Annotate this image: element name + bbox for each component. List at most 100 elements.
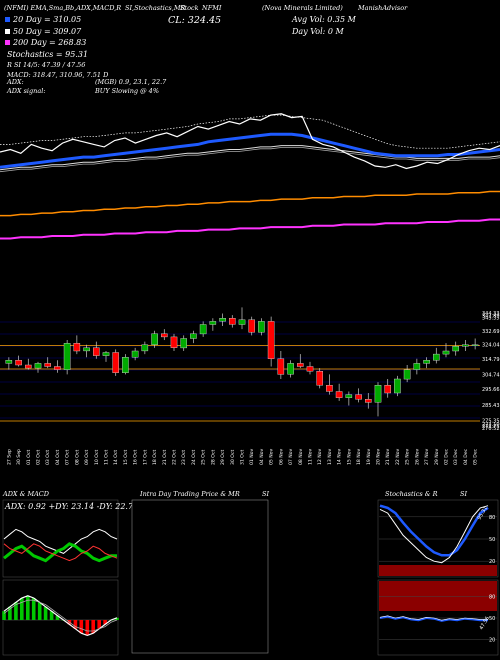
candle-body xyxy=(34,363,42,369)
macd-histogram-bar xyxy=(20,598,24,620)
date-tick-label: 30 Sep xyxy=(16,449,22,465)
legend-ema50-swatch xyxy=(5,29,10,34)
stoch-tick-label: 50 xyxy=(489,537,495,543)
candle-body xyxy=(355,394,362,400)
price-tick-label: 332.69 xyxy=(482,329,500,335)
date-tick-label: 08 Oct xyxy=(74,450,80,465)
date-tick-label: 04 Nov xyxy=(259,448,265,465)
legend-macd: MACD: 318.47, 310.96, 7.51 D xyxy=(6,71,109,79)
macd-histogram-bar xyxy=(79,620,84,634)
mrsi-readout: (MGB) 0.9, 23.1, 22.7 xyxy=(95,78,167,86)
rsi-overbought-band xyxy=(379,581,497,611)
date-tick-label: 09 Oct xyxy=(84,450,90,465)
date-tick-label: 04 Dec xyxy=(463,448,469,465)
candle-body xyxy=(306,366,314,372)
date-tick-label: 11 Oct xyxy=(104,450,110,465)
stoch-d-line xyxy=(379,504,489,557)
date-tick-label: 21 Nov xyxy=(385,448,391,465)
candle-body xyxy=(73,343,81,352)
candle-body xyxy=(452,346,460,352)
ema200-line xyxy=(0,190,500,217)
candle-body xyxy=(403,369,411,380)
legend-ema50: 50 Day = 309.07 xyxy=(13,27,82,36)
date-tick-label: 01 Oct xyxy=(26,450,32,465)
price-tick-label: 314.79 xyxy=(482,357,500,363)
candle-body xyxy=(131,350,139,358)
intraday-title: Intra Day Trading Price & MR xyxy=(139,490,240,498)
candle-body xyxy=(170,336,178,348)
macd-histogram-bar xyxy=(73,620,78,629)
buy-signal: BUY Slowing @ 4% xyxy=(94,87,159,95)
candle-body xyxy=(462,344,469,347)
candle-body xyxy=(141,344,149,352)
date-axis: 27 Sep 30 Sep 01 Oct 02 Oct 03 Oct 04 Oct 07 O… xyxy=(6,448,478,465)
rsi-line xyxy=(379,615,488,622)
candle-body xyxy=(423,360,430,364)
date-tick-label: 10 Oct xyxy=(94,450,100,465)
date-tick-label: 25 Nov xyxy=(405,448,411,465)
candle-body xyxy=(413,363,421,370)
candle-body xyxy=(471,344,479,346)
adx-panel-frame xyxy=(2,499,119,578)
candle-body xyxy=(248,319,256,333)
stoch-rsi-title: Stochastics & R xyxy=(385,490,438,498)
macd-histogram-bar xyxy=(26,595,30,620)
minus-di-line xyxy=(3,543,118,562)
date-tick-label: 26 Nov xyxy=(414,448,420,465)
support-resistance-lines xyxy=(0,345,480,422)
adx-signal-label: ADX signal: xyxy=(6,87,46,95)
average-volume: Avg Vol: 0.35 M xyxy=(291,15,357,24)
date-tick-label: 22 Oct xyxy=(172,450,178,465)
ema50-line xyxy=(0,145,500,171)
date-tick-label: 07 Oct xyxy=(65,450,71,465)
candle-body xyxy=(25,364,32,369)
date-tick-label: 05 Nov xyxy=(269,448,275,465)
date-tick-label: 03 Dec xyxy=(453,448,459,465)
date-tick-label: 27 Nov xyxy=(424,448,430,465)
date-tick-label: 28 Oct xyxy=(210,450,216,465)
date-tick-label: 31 Oct xyxy=(240,450,246,465)
candle-body xyxy=(297,363,304,367)
date-tick-label: 21 Oct xyxy=(162,450,168,465)
legend-rsi: R SI 14/5: 47.39 / 47.56 xyxy=(6,61,85,69)
date-tick-label: 03 Oct xyxy=(45,450,51,465)
close-price: CL: 324.45 xyxy=(168,15,221,26)
candle-body xyxy=(5,360,13,364)
header-site: ManishAdvisor xyxy=(357,4,408,12)
date-tick-label: 14 Nov xyxy=(337,448,343,465)
stoch-k-line xyxy=(379,505,489,564)
date-tick-label: 04 Oct xyxy=(55,450,61,465)
candle-body xyxy=(335,391,343,398)
date-tick-label: 24 Oct xyxy=(191,450,197,465)
date-tick-label: 16 Oct xyxy=(133,450,139,465)
intraday-panel xyxy=(131,499,269,654)
candle-body xyxy=(287,363,294,375)
adx-line xyxy=(3,528,118,554)
candle-body xyxy=(44,363,51,367)
day-volume: Day Vol: 0 M xyxy=(291,27,345,36)
macd-histogram-bar xyxy=(14,602,18,620)
date-tick-label: 01 Nov xyxy=(249,448,255,465)
stoch-panel-frame xyxy=(377,499,499,578)
macd-histogram-bar xyxy=(55,615,60,620)
candle-body xyxy=(102,352,110,356)
header-title-mid: SI,Stochastics,MR xyxy=(125,4,185,12)
stoch-rsi-title-suffix: SI xyxy=(460,490,467,498)
date-tick-label: 29 Oct xyxy=(220,450,226,465)
rsi-tick-label: 80 xyxy=(489,594,495,600)
rsi-signal-line xyxy=(379,615,488,621)
candlestick-chart xyxy=(5,307,479,417)
date-tick-label: 19 Nov xyxy=(366,448,372,465)
candle-body xyxy=(63,343,71,370)
macd-histogram-bar xyxy=(43,606,48,620)
price-tick-label: 344.33 xyxy=(482,311,500,317)
candle-body xyxy=(92,347,100,356)
candle-body xyxy=(122,357,129,374)
stoch-oversold-band xyxy=(379,565,497,576)
bollinger-upper-line xyxy=(0,114,500,149)
date-tick-label: 15 Oct xyxy=(123,450,129,465)
price-tick-label: 273.10 xyxy=(482,422,500,428)
adx-lines xyxy=(3,528,118,563)
